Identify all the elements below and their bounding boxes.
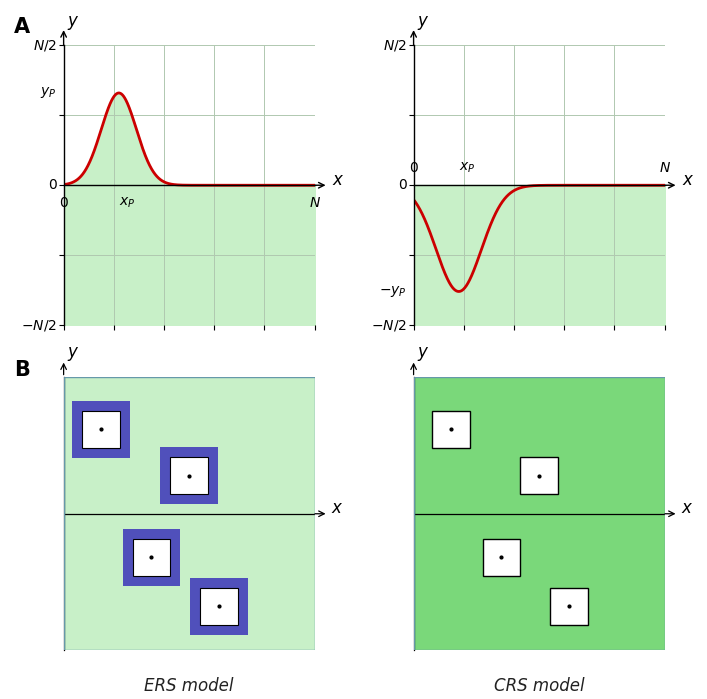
Text: $y$: $y$ — [66, 14, 79, 32]
Text: $0$: $0$ — [398, 178, 408, 192]
Text: $y$: $y$ — [67, 345, 80, 363]
Text: $x$: $x$ — [682, 171, 694, 189]
Bar — [170, 457, 208, 494]
Bar — [190, 578, 248, 635]
Text: $N$: $N$ — [659, 161, 670, 175]
Text: $0$: $0$ — [48, 178, 58, 192]
Text: $x_P$: $x_P$ — [119, 196, 135, 210]
Text: $0$: $0$ — [59, 196, 69, 210]
Bar — [200, 588, 238, 625]
Text: $x$: $x$ — [331, 499, 344, 517]
Text: $0$: $0$ — [409, 161, 419, 175]
Text: $x$: $x$ — [681, 499, 694, 517]
Text: $y$: $y$ — [417, 345, 430, 363]
Bar — [433, 410, 470, 448]
Bar — [133, 539, 170, 576]
Text: CRS model: CRS model — [493, 677, 585, 695]
Bar — [550, 588, 588, 625]
Text: ERS model: ERS model — [144, 677, 234, 695]
Text: $y$: $y$ — [416, 14, 429, 32]
Bar — [83, 410, 120, 448]
Text: $-y_P$: $-y_P$ — [379, 284, 407, 299]
Text: $-N/2$: $-N/2$ — [371, 317, 407, 333]
Bar — [72, 401, 130, 458]
Text: B: B — [14, 360, 30, 380]
Text: $-N/2$: $-N/2$ — [21, 317, 57, 333]
Text: $y_P$: $y_P$ — [40, 85, 57, 101]
Bar — [122, 529, 180, 586]
Bar — [520, 457, 558, 494]
Text: $N/2$: $N/2$ — [33, 38, 57, 53]
Text: $N$: $N$ — [309, 196, 320, 210]
Bar — [483, 539, 520, 576]
Text: $x$: $x$ — [332, 171, 344, 189]
Text: $x_P$: $x_P$ — [459, 160, 475, 175]
Bar — [160, 447, 218, 504]
Text: $N/2$: $N/2$ — [382, 38, 407, 53]
Text: A: A — [14, 17, 30, 38]
